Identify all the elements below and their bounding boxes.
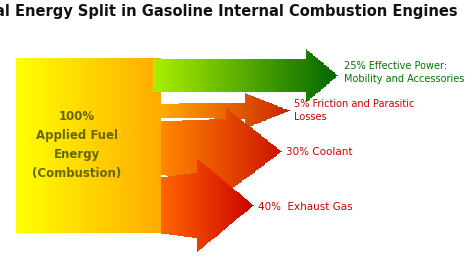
Text: 40%  Exhaust Gas: 40% Exhaust Gas bbox=[257, 201, 352, 212]
Text: 30% Coolant: 30% Coolant bbox=[286, 147, 352, 157]
Text: 5% Friction and Parasitic
Losses: 5% Friction and Parasitic Losses bbox=[294, 99, 414, 122]
Title: Typical Energy Split in Gasoline Internal Combustion Engines: Typical Energy Split in Gasoline Interna… bbox=[0, 4, 457, 19]
Text: 25% Effective Power:
Mobility and Accessories: 25% Effective Power: Mobility and Access… bbox=[344, 61, 465, 84]
Text: 100%
Applied Fuel
Energy
(Combustion): 100% Applied Fuel Energy (Combustion) bbox=[32, 110, 121, 180]
